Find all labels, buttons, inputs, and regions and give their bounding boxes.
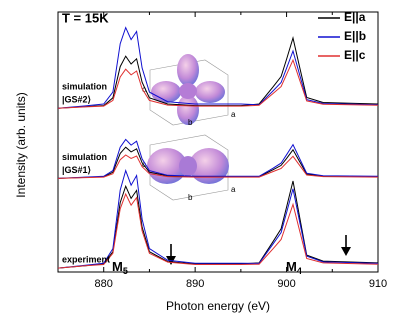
edge-label: M5 — [112, 259, 128, 276]
inset-axis-label: a — [231, 110, 236, 119]
group-label: simulation — [62, 152, 107, 162]
x-tick-label: 880 — [95, 278, 113, 290]
inset-axis-label: c — [142, 85, 146, 94]
group-label: |GS#2⟩ — [62, 95, 91, 105]
y-axis-label: Intensity (arb. units) — [14, 92, 28, 197]
series-line — [57, 154, 379, 179]
group-label: simulation — [62, 82, 107, 92]
series-line — [57, 26, 379, 109]
edge-label-sub: 4 — [297, 266, 302, 276]
inset-axis-label: b — [188, 118, 193, 127]
series-line — [57, 192, 379, 269]
legend-label: E||b — [344, 29, 366, 43]
series-line — [57, 58, 379, 109]
plot-frame — [57, 11, 379, 273]
series-line — [57, 180, 379, 269]
series-line — [57, 138, 379, 179]
group-label: |GS#1⟩ — [62, 165, 91, 175]
chart-title: T = 15K — [62, 10, 109, 25]
inset-orbital — [147, 134, 229, 201]
inset-axis-label: b — [188, 193, 193, 202]
edge-label: M4 — [286, 259, 302, 276]
inset-axis-label: a — [231, 185, 236, 194]
legend-label: E||c — [344, 48, 366, 62]
legend-label: E||a — [344, 10, 366, 24]
series-line — [57, 36, 379, 109]
series-line — [57, 168, 379, 269]
edge-label-main: M — [112, 259, 123, 274]
inset-orbital — [149, 54, 229, 126]
x-tick-label: 900 — [277, 278, 295, 290]
arrow — [166, 235, 351, 265]
x-tick-label: 910 — [369, 278, 387, 290]
group-label: experiment — [62, 254, 110, 264]
edge-label-sub: 5 — [123, 266, 128, 276]
edge-label-main: M — [286, 259, 297, 274]
x-tick-label: 890 — [186, 278, 204, 290]
x-axis-label: Photon energy (eV) — [166, 299, 270, 313]
